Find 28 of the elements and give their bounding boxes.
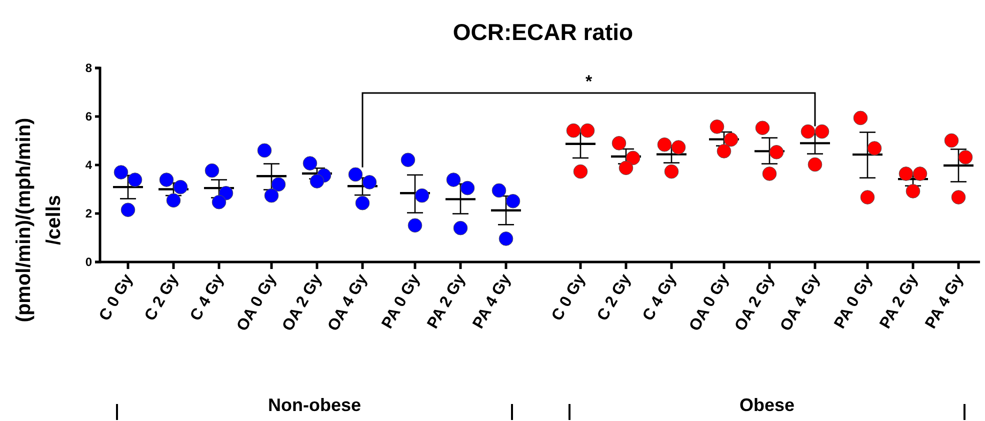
x-tick-label: C 4 Gy — [187, 271, 228, 324]
x-axis-title: Non-obese — [268, 395, 362, 415]
x-tick-label: PA 2 Gy — [424, 271, 470, 332]
chart-title: OCR:ECAR ratio — [452, 19, 634, 45]
x-tick-label: C 0 Gy — [96, 271, 137, 324]
y-axis-title: (pmol/min)/(mph/min) /cells — [13, 118, 65, 322]
x-tick-label: OA 0 Gy — [686, 271, 733, 334]
x-tick-label: PA 0 Gy — [831, 271, 876, 332]
y-tick-label: 4 — [85, 158, 92, 172]
y-tick-label: 8 — [85, 60, 92, 75]
x-tick-label: C 0 Gy — [548, 271, 590, 324]
x-tick-label: PA 4 Gy — [470, 271, 515, 332]
x-tick-label: PA 0 Gy — [378, 271, 424, 332]
x-tick-label: C 4 Gy — [640, 271, 680, 324]
x-axis-title: Obese — [739, 395, 795, 415]
x-tick-label: OA 4 Gy — [777, 271, 824, 334]
x-tick-label: PA 4 Gy — [922, 271, 968, 332]
x-tick-label: OA 2 Gy — [279, 271, 326, 334]
x-tick-label: PA 2 Gy — [876, 271, 922, 332]
y-tick-label: 6 — [85, 109, 92, 124]
x-tick-label: OA 2 Gy — [732, 271, 778, 334]
x-tick-label: C 2 Gy — [594, 271, 635, 324]
x-tick-label: OA 0 Gy — [234, 271, 280, 334]
x-tick-label: C 2 Gy — [142, 271, 182, 324]
annotation: * — [585, 72, 592, 91]
y-tick-label: 2 — [85, 206, 92, 220]
y-tick-label: 0 — [85, 254, 92, 269]
x-tick-label: OA 4 Gy — [324, 271, 372, 334]
